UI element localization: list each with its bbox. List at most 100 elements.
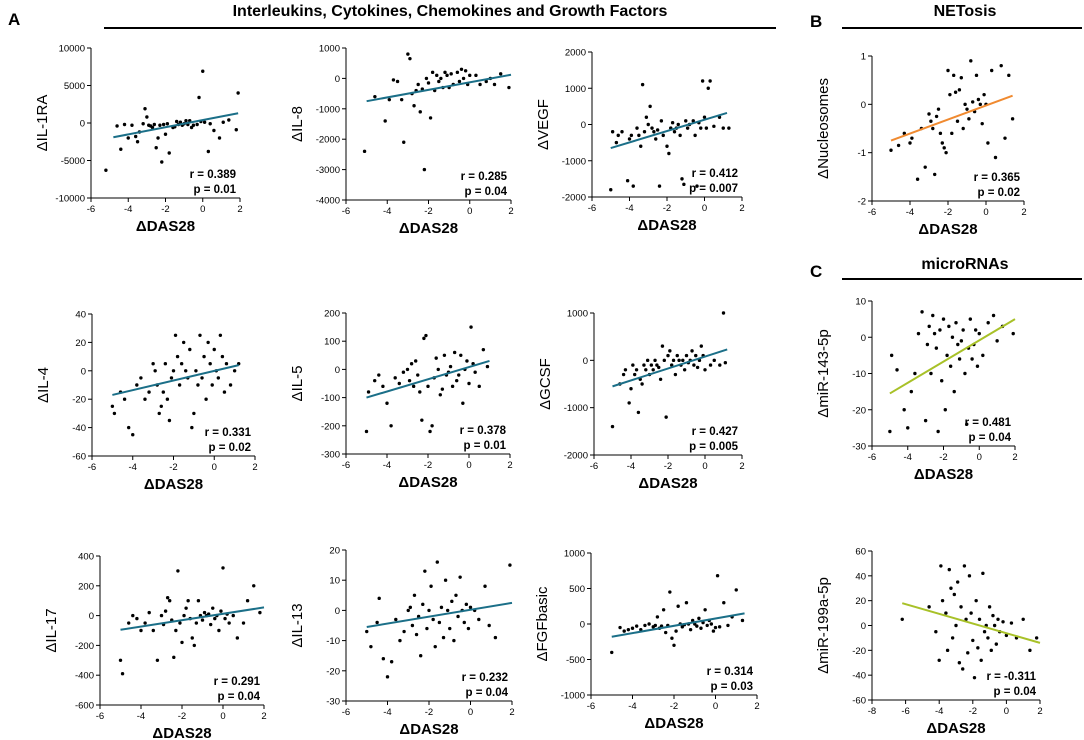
- data-point: [455, 378, 459, 383]
- y-axis-label: ΔmiR-143-5p: [815, 329, 832, 417]
- data-point: [610, 424, 615, 429]
- data-point: [688, 627, 693, 632]
- data-point: [693, 133, 697, 138]
- data-point: [176, 569, 180, 573]
- data-point: [135, 140, 140, 144]
- data-point: [727, 126, 731, 130]
- data-point: [147, 610, 151, 615]
- chart-fgfbasic: -1000 -500 0 500 1000 -6 -4 -2 0 2 ΔDAS28 ΔFGFbasic…: [534, 549, 760, 733]
- data-point: [623, 368, 628, 372]
- data-point: [676, 604, 680, 608]
- data-point: [433, 644, 437, 649]
- data-point: [977, 617, 982, 621]
- data-point: [925, 342, 930, 347]
- y-tick-label: -2000: [562, 193, 586, 204]
- x-tick-label: -2: [664, 461, 672, 472]
- x-tick-label: -8: [868, 706, 876, 717]
- data-point: [402, 140, 406, 144]
- data-point: [616, 133, 620, 138]
- data-point: [401, 370, 406, 374]
- data-point: [975, 364, 980, 368]
- y-tick-label: 0: [861, 100, 866, 111]
- y-tick-label: 0: [861, 621, 866, 632]
- data-point: [945, 648, 950, 653]
- r-value-label: r = 0.481: [965, 417, 1012, 429]
- data-point: [428, 116, 433, 120]
- data-point: [449, 72, 453, 76]
- data-point: [182, 613, 186, 618]
- data-point: [387, 97, 392, 102]
- y-tick-label: -100: [321, 393, 340, 404]
- y-tick-label: 0: [581, 120, 586, 131]
- data-point: [1010, 117, 1015, 121]
- p-value-label: p = 0.03: [710, 681, 753, 693]
- data-point: [644, 368, 648, 372]
- data-point: [948, 364, 953, 368]
- y-tick-label: -2000: [564, 451, 588, 462]
- r-value-label: r = 0.427: [692, 426, 738, 438]
- data-point: [395, 79, 400, 84]
- data-point: [643, 623, 647, 628]
- y-axis-label: ΔIL-13: [289, 603, 306, 647]
- data-point: [217, 628, 221, 633]
- data-point: [473, 370, 477, 374]
- data-point: [448, 364, 453, 369]
- data-point: [383, 119, 387, 123]
- x-axis-label: ΔDAS28: [144, 476, 203, 493]
- x-tick-label: -6: [901, 706, 909, 717]
- y-tick-label: -20: [852, 405, 866, 416]
- data-point: [972, 675, 977, 680]
- data-point: [153, 369, 157, 373]
- data-point: [241, 621, 246, 625]
- y-tick-label: 1000: [319, 44, 340, 55]
- data-point: [968, 317, 973, 321]
- data-point: [416, 82, 420, 87]
- data-point: [184, 119, 188, 123]
- data-point: [373, 378, 377, 383]
- data-point: [216, 376, 221, 380]
- data-point: [703, 608, 707, 612]
- data-point: [650, 126, 654, 130]
- data-point: [189, 125, 194, 130]
- panel-b-rule: [842, 27, 1082, 29]
- data-point: [940, 141, 944, 145]
- data-point: [695, 624, 699, 628]
- y-axis-label: ΔIL-5: [289, 366, 306, 402]
- data-point: [143, 397, 147, 401]
- data-point: [104, 168, 108, 172]
- data-point: [416, 373, 420, 377]
- y-axis-label: ΔVEGF: [535, 99, 552, 150]
- y-axis-label: ΔNucleosomes: [815, 78, 832, 179]
- data-point: [965, 422, 969, 426]
- data-point: [950, 131, 954, 136]
- data-point: [439, 605, 444, 610]
- data-point: [115, 124, 119, 128]
- y-tick-label: -5000: [61, 156, 85, 167]
- data-point: [670, 363, 674, 367]
- data-point: [721, 126, 725, 130]
- data-point: [219, 609, 223, 613]
- x-axis-label: ΔDAS28: [918, 221, 977, 238]
- x-tick-label: -4: [124, 204, 132, 215]
- data-point: [122, 397, 127, 401]
- y-tick-label: -500: [566, 655, 585, 666]
- data-point: [950, 636, 955, 640]
- data-point: [389, 660, 394, 664]
- x-tick-label: -6: [88, 462, 96, 473]
- y-tick-label: -40: [852, 671, 866, 682]
- data-point: [964, 617, 968, 621]
- x-tick-label: 2: [1037, 706, 1042, 717]
- data-point: [224, 362, 229, 366]
- data-point: [690, 618, 695, 623]
- data-point: [649, 363, 654, 367]
- data-point: [980, 121, 984, 126]
- y-tick-label: -10: [852, 369, 866, 380]
- data-point: [986, 141, 990, 145]
- r-value-label: r = 0.285: [461, 171, 508, 183]
- data-point: [508, 563, 512, 567]
- data-point: [702, 115, 707, 119]
- data-point: [469, 325, 473, 329]
- data-point: [927, 605, 931, 609]
- x-tick-label: -2: [424, 460, 432, 471]
- data-point: [902, 131, 906, 136]
